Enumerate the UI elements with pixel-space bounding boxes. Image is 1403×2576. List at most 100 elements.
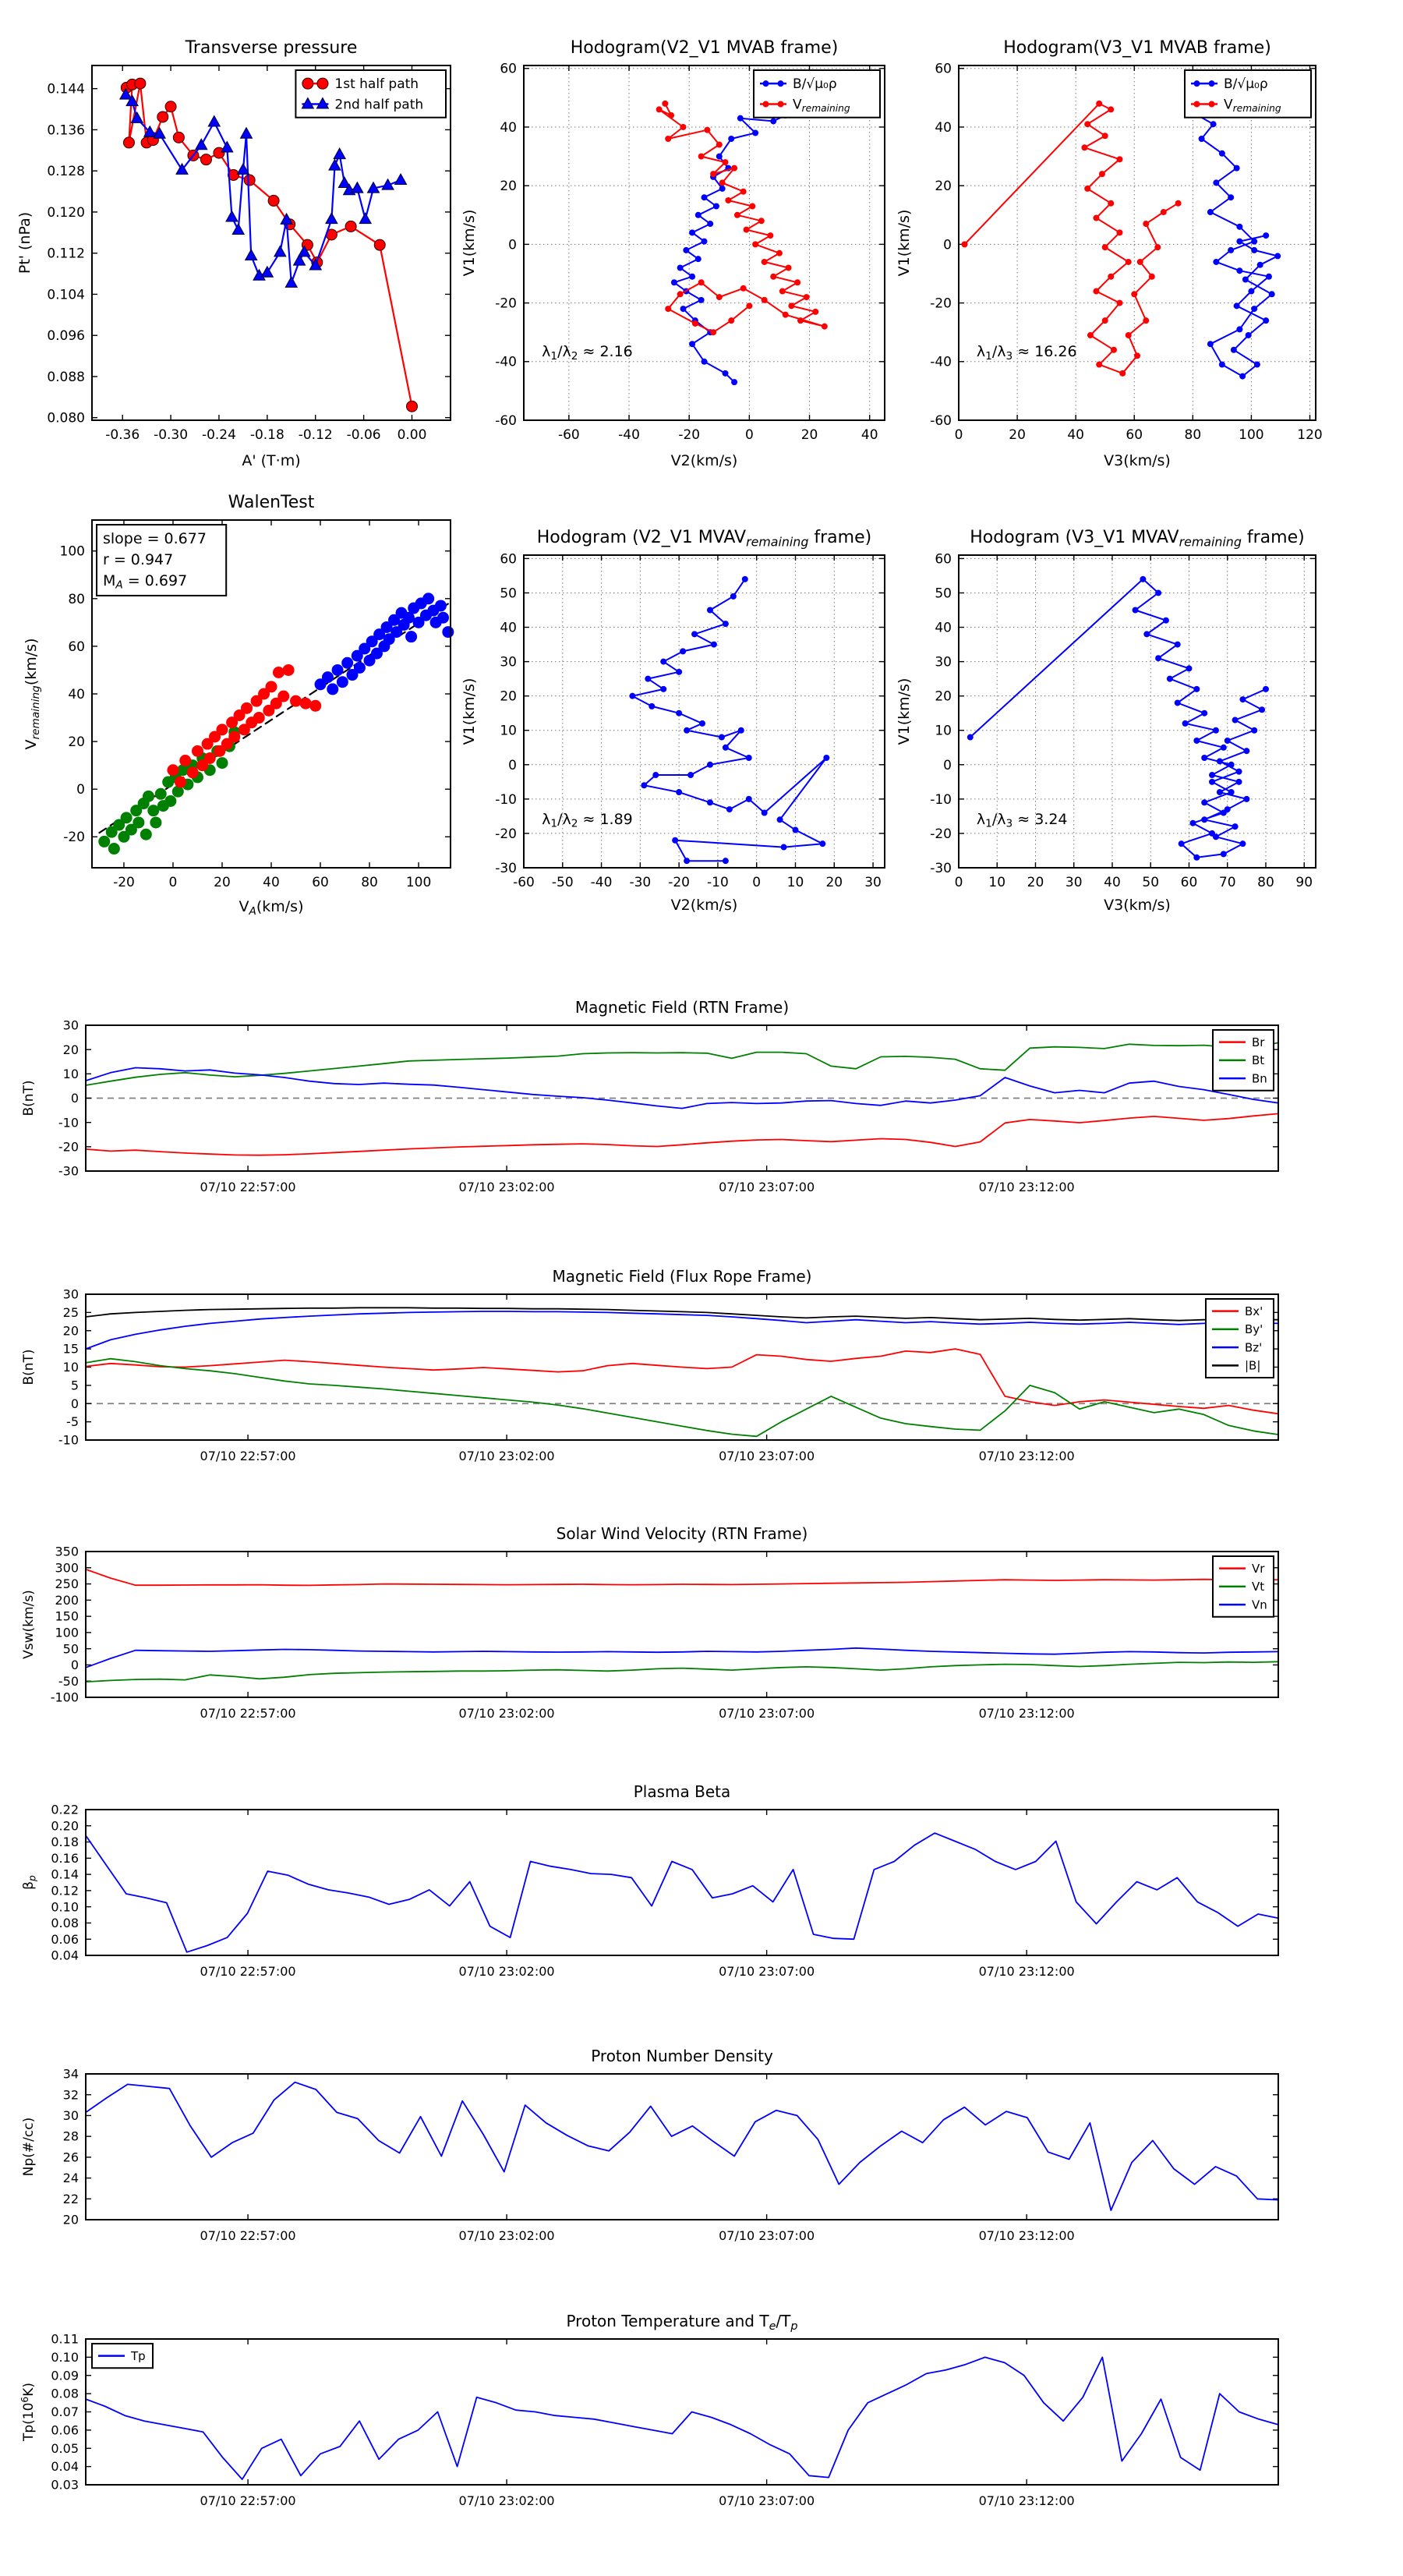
y-tick-label: 32 bbox=[63, 2087, 79, 2102]
y-tick-label: -40 bbox=[930, 355, 952, 370]
x-tick-label: 07/10 23:02:00 bbox=[459, 1964, 555, 1979]
scatter-point bbox=[186, 766, 199, 779]
x-tick-label: 20 bbox=[825, 875, 843, 890]
chart-title: Transverse pressure bbox=[185, 38, 358, 58]
series-B/sqrt(mu0 rho) bbox=[1186, 79, 1279, 377]
y-tick-label: 100 bbox=[55, 1625, 79, 1640]
scatter-point bbox=[265, 681, 277, 693]
y-tick-label: 0.12 bbox=[51, 1883, 79, 1898]
scatter-point bbox=[105, 826, 118, 838]
x-tick-label: 07/10 23:02:00 bbox=[459, 2493, 555, 2508]
y-tick-label: 0.03 bbox=[51, 2478, 79, 2493]
y-tick-label: 30 bbox=[935, 655, 952, 671]
y-tick-label: -20 bbox=[58, 1139, 79, 1154]
legend: Br Bt Bn bbox=[1212, 1029, 1274, 1092]
scatter-point bbox=[216, 724, 228, 736]
chart-hodogram-v2v1-mvab: -60 -40 -20 0 20 40 -60 -40 -20 0 20 40 60 λ1/λ2 ≈ 2.… bbox=[461, 38, 885, 469]
scatter-point bbox=[177, 764, 189, 777]
series-By' bbox=[85, 1357, 1279, 1438]
x-tick-label: -0.24 bbox=[202, 427, 236, 443]
annotation: λ1/λ3 ≈ 3.24 bbox=[977, 811, 1068, 830]
y-tick-label: 0.11 bbox=[51, 2332, 79, 2347]
legend: 1st half path 2nd half path bbox=[295, 69, 447, 119]
y-tick-label: 50 bbox=[63, 1641, 79, 1656]
y-tick-label: 0.128 bbox=[47, 164, 85, 179]
y-axis-label: Pt' (nPa) bbox=[16, 212, 34, 274]
scatter-point bbox=[142, 790, 154, 802]
y-axis-label: V1(km/s) bbox=[896, 678, 913, 745]
scatter-point bbox=[258, 688, 270, 700]
x-tick-label: 0 bbox=[955, 427, 963, 443]
y-tick-label: 40 bbox=[935, 120, 952, 136]
y-tick-label: 100 bbox=[60, 544, 85, 560]
y-tick-label: 350 bbox=[55, 1545, 79, 1559]
scatter-point bbox=[214, 745, 226, 757]
y-tick-label: 20 bbox=[500, 179, 517, 194]
legend-label: Bx' bbox=[1245, 1304, 1263, 1318]
y-tick-label: -30 bbox=[930, 861, 952, 876]
x-tick-label: -20 bbox=[113, 875, 135, 890]
scatter-point bbox=[391, 626, 403, 639]
chart-solar-wind-velocity: 07/10 22:57:00 07/10 23:02:00 07/10 23:07:… bbox=[21, 1524, 1279, 1721]
legend: B/√μ₀ρ Vremaining bbox=[753, 69, 881, 119]
scatter-point bbox=[154, 787, 167, 800]
x-tick-label: 07/10 22:57:00 bbox=[200, 2228, 296, 2243]
y-tick-label: 0.05 bbox=[51, 2441, 79, 2456]
y-axis-label: Vremaining(km/s) bbox=[23, 639, 42, 750]
scatter-point bbox=[233, 709, 246, 721]
x-tick-label: 07/10 22:57:00 bbox=[200, 1180, 296, 1194]
y-tick-label: 0.06 bbox=[51, 2422, 79, 2437]
y-tick-label: -60 bbox=[930, 413, 952, 429]
y-tick-label: 150 bbox=[55, 1609, 79, 1624]
y-tick-label: 60 bbox=[500, 62, 517, 77]
y-tick-label: 0.20 bbox=[51, 1818, 79, 1833]
x-tick-label: 90 bbox=[1295, 875, 1313, 890]
legend-label: Vt bbox=[1252, 1580, 1264, 1594]
y-tick-label: 200 bbox=[55, 1593, 79, 1608]
y-axis-label: V1(km/s) bbox=[896, 210, 913, 277]
scatter-point bbox=[321, 671, 334, 684]
legend-label: |B| bbox=[1245, 1359, 1260, 1373]
x-tick-label: 0 bbox=[752, 875, 761, 890]
y-tick-label: -10 bbox=[930, 792, 952, 808]
series-V_remaining bbox=[658, 102, 825, 334]
chart-title: Proton Temperature and Te/Tp bbox=[566, 2312, 797, 2333]
legend: Vr Vt Vn bbox=[1212, 1555, 1274, 1618]
scatter-point bbox=[388, 614, 401, 626]
legend: Tp bbox=[91, 2343, 154, 2369]
x-tick-label: -10 bbox=[707, 875, 729, 890]
x-tick-label: 60 bbox=[312, 875, 329, 890]
series-beta-p bbox=[85, 1832, 1279, 1953]
x-tick-label: 0 bbox=[169, 875, 178, 890]
x-axis-label: V3(km/s) bbox=[1104, 452, 1171, 469]
chart-walen-test: -20 0 20 40 60 80 100 -20 0 20 40 60 80 100 slope = 0.… bbox=[23, 493, 454, 918]
y-tick-label: 0 bbox=[76, 782, 85, 798]
y-tick-label: -40 bbox=[495, 355, 517, 370]
x-tick-label: 0 bbox=[745, 427, 754, 443]
y-tick-label: 80 bbox=[68, 592, 85, 607]
y-tick-label: 0.06 bbox=[51, 1932, 79, 1947]
series-Bz' bbox=[85, 1311, 1279, 1350]
scatter-point bbox=[164, 794, 177, 807]
scatter-point bbox=[179, 755, 192, 767]
x-tick-label: 07/10 23:07:00 bbox=[719, 1706, 815, 1721]
y-tick-label: 20 bbox=[63, 2213, 79, 2227]
y-tick-label: 24 bbox=[63, 2171, 79, 2185]
chart-title: Hodogram (V3_V1 MVAVremaining frame) bbox=[970, 528, 1304, 549]
y-tick-label: 40 bbox=[68, 687, 85, 702]
y-tick-label: 20 bbox=[63, 1042, 79, 1057]
x-axis-label: V3(km/s) bbox=[1104, 897, 1171, 914]
y-tick-label: 30 bbox=[63, 2108, 79, 2123]
x-tick-label: 40 bbox=[861, 427, 878, 443]
scatter-point bbox=[108, 843, 120, 855]
legend-label: B/√μ₀ρ bbox=[1224, 76, 1268, 92]
chart-title: Hodogram (V2_V1 MVAVremaining frame) bbox=[537, 528, 871, 549]
y-tick-label: 0.104 bbox=[47, 287, 85, 303]
x-tick-label: 07/10 23:12:00 bbox=[979, 2493, 1075, 2508]
y-tick-label: 0.08 bbox=[51, 2387, 79, 2401]
series-Tp bbox=[85, 2356, 1279, 2480]
chart-title: WalenTest bbox=[228, 493, 315, 512]
y-tick-label: 0 bbox=[943, 758, 952, 773]
annotation: λ1/λ2 ≈ 1.89 bbox=[542, 811, 633, 830]
